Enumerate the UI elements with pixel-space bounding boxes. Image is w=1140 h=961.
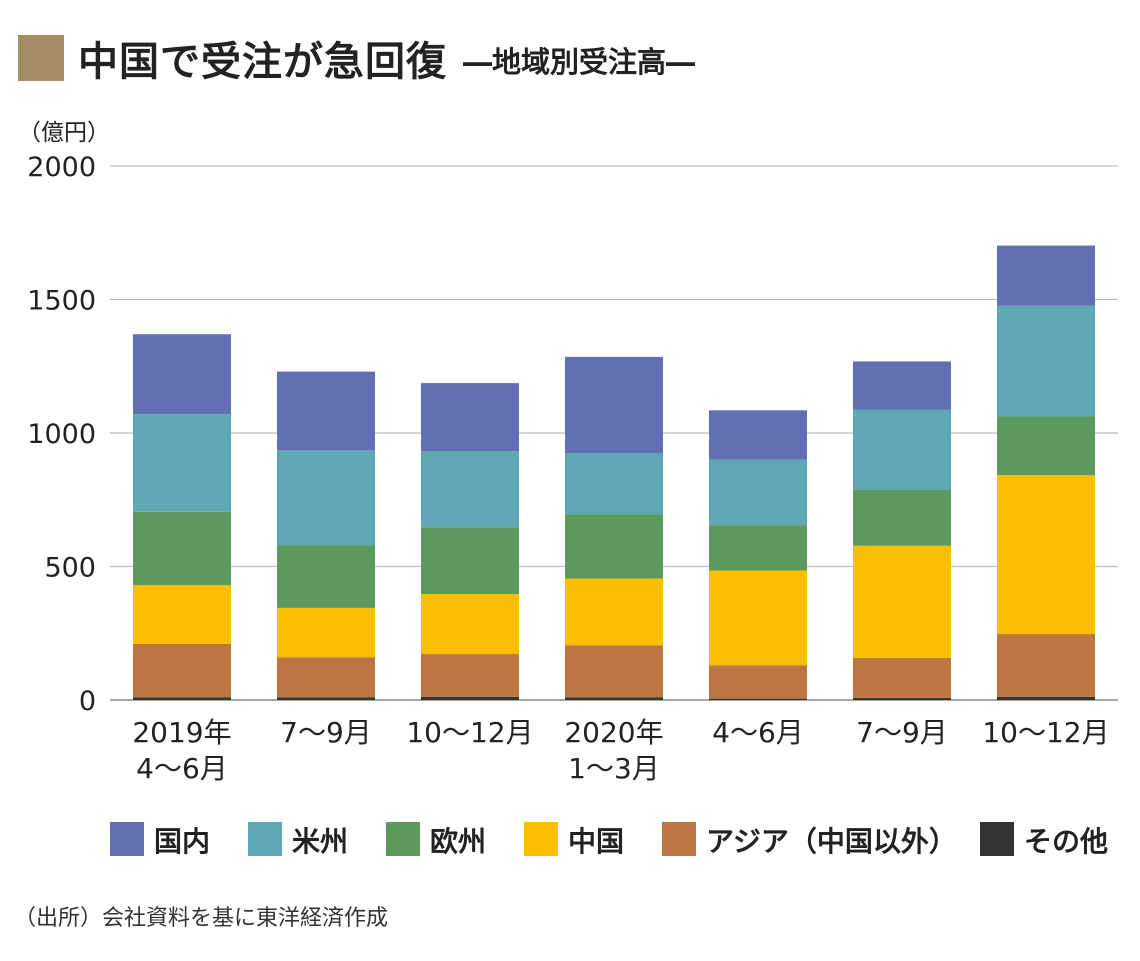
bar-segment: [421, 451, 519, 528]
bar-segment: [997, 245, 1095, 306]
bar-segment: [565, 453, 663, 515]
legend-swatch: [110, 822, 144, 856]
y-tick-label: 1000: [27, 419, 96, 450]
bar-segment: [709, 410, 807, 460]
bars: [133, 245, 1095, 700]
x-tick-label: 2019年: [132, 716, 231, 749]
title-square-icon: [18, 35, 64, 81]
y-tick-label: 0: [79, 686, 96, 717]
bar-segment: [277, 371, 375, 451]
chart-title: 中国で受注が急回復: [78, 39, 447, 85]
legend-swatch: [386, 822, 420, 856]
bar-segment: [565, 578, 663, 646]
bar-segment: [709, 698, 807, 700]
legend-label: その他: [1024, 825, 1108, 858]
bar-segment: [709, 459, 807, 526]
bar-segment: [853, 409, 951, 490]
y-axis-label: （億円）: [18, 120, 110, 146]
bar-segment: [853, 545, 951, 658]
y-tick-label: 500: [44, 553, 96, 584]
title-row: 中国で受注が急回復 ―地域別受注高―: [18, 30, 695, 86]
bar-segment: [853, 489, 951, 546]
bar-segment: [565, 645, 663, 698]
y-tick-label: 2000: [27, 152, 96, 183]
legend-label: 中国: [568, 825, 624, 858]
legend-label: アジア（中国以外）: [706, 825, 957, 858]
bar-segment: [421, 696, 519, 700]
legend: 国内 米州 欧州 中国 アジア（中国以外） その他: [110, 822, 1108, 858]
bar-segment: [853, 361, 951, 410]
bar-segment: [277, 657, 375, 698]
bar-segment: [277, 607, 375, 658]
bar-segment: [997, 696, 1095, 700]
bar-segment: [133, 697, 231, 700]
x-tick-label: 4～6月: [136, 752, 228, 785]
bar-segment: [421, 527, 519, 595]
x-tick-label: 4～6月: [712, 716, 804, 749]
y-tick-label: 1500: [27, 286, 96, 317]
bar-segment: [133, 414, 231, 512]
bar-segment: [133, 334, 231, 415]
legend-label: 国内: [154, 825, 210, 858]
source-note: （出所）会社資料を基に東洋経済作成: [14, 906, 389, 931]
bar-segment: [997, 305, 1095, 417]
bar-segment: [709, 570, 807, 666]
bar-segment: [565, 514, 663, 579]
legend-label: 欧州: [430, 825, 486, 858]
bar-segment: [565, 697, 663, 700]
legend-swatch: [248, 822, 282, 856]
bar-segment: [709, 665, 807, 699]
legend-label: 米州: [292, 825, 348, 858]
bar-segment: [277, 697, 375, 700]
bar-segment: [997, 634, 1095, 697]
legend-swatch: [980, 822, 1014, 856]
legend-swatch: [662, 822, 696, 856]
bar-segment: [997, 416, 1095, 476]
bar-segment: [133, 585, 231, 644]
bar-segment: [133, 511, 231, 586]
bar-segment: [133, 643, 231, 698]
bar-segment: [277, 450, 375, 546]
bar-segment: [565, 356, 663, 454]
bar-segment: [277, 545, 375, 608]
chart-subtitle: ―地域別受注高―: [463, 45, 696, 79]
bar-segment: [853, 657, 951, 698]
y-axis-ticks: 0 500 1000 1500 2000: [27, 152, 96, 717]
x-tick-label: 7～9月: [856, 716, 948, 749]
legend-swatch: [524, 822, 558, 856]
x-tick-label: 2020年: [564, 716, 663, 749]
x-tick-label: 10～12月: [406, 716, 533, 749]
x-tick-label: 10～12月: [982, 716, 1109, 749]
bar-segment: [421, 594, 519, 655]
bar-segment: [853, 697, 951, 700]
bar-segment: [421, 654, 519, 697]
bar-segment: [421, 383, 519, 452]
bar-segment: [709, 525, 807, 571]
x-tick-label: 1～3月: [568, 752, 660, 785]
bar-segment: [997, 475, 1095, 635]
x-tick-label: 7～9月: [280, 716, 372, 749]
